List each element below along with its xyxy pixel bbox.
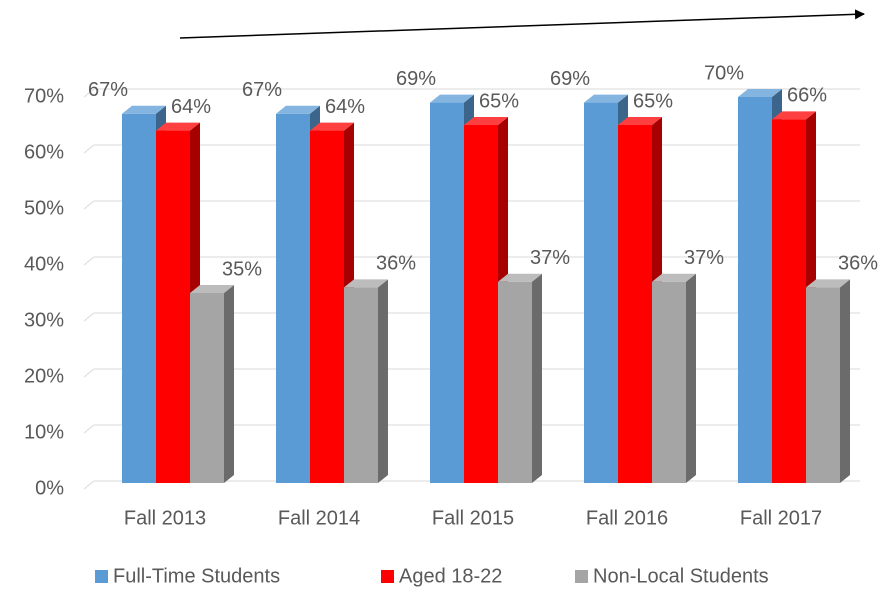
y-tick-label: 70% (24, 85, 64, 107)
bar-side (840, 279, 850, 483)
value-label: 65% (479, 90, 519, 112)
bar-front (122, 113, 156, 484)
value-label: 67% (242, 79, 282, 101)
bar-front (344, 287, 378, 483)
value-label: 64% (325, 96, 365, 118)
bar-top (122, 105, 166, 114)
legend-swatch (381, 570, 394, 583)
value-label: 67% (88, 79, 128, 101)
bar (806, 279, 850, 483)
bar-front (772, 119, 806, 484)
value-label: 37% (530, 247, 570, 269)
bar-top (498, 273, 542, 282)
legend-swatch (575, 570, 588, 583)
bar-top (156, 122, 200, 131)
value-label: 69% (550, 68, 590, 90)
bar-front (190, 293, 224, 483)
bar (498, 273, 542, 483)
bar-front (584, 102, 618, 483)
bar-front (652, 281, 686, 483)
bar-top (772, 111, 816, 120)
bar-front (310, 130, 344, 483)
bar-top (806, 279, 850, 288)
trend-arrow (179, 9, 865, 39)
bar-front (156, 130, 190, 483)
bar-front (806, 287, 840, 483)
value-label: 65% (633, 90, 673, 112)
bar-top (276, 105, 320, 114)
bar-side (378, 279, 388, 483)
bar (344, 279, 388, 483)
value-label: 70% (704, 62, 744, 84)
x-tick-label: Fall 2015 (432, 507, 514, 529)
y-tick-label: 20% (24, 365, 64, 387)
bar-front (738, 97, 772, 483)
bar-top (430, 94, 474, 103)
value-label: 36% (376, 253, 416, 275)
legend-label: Aged 18-22 (399, 565, 502, 587)
x-tick-label: Fall 2016 (586, 507, 668, 529)
value-label: 64% (171, 96, 211, 118)
bar-top (618, 117, 662, 125)
y-tick-label: 0% (35, 477, 64, 499)
value-label: 66% (787, 85, 827, 107)
bar-top (652, 273, 696, 282)
bar-top (344, 279, 388, 288)
x-tick-label: Fall 2013 (124, 507, 206, 529)
y-tick-label: 10% (24, 421, 64, 443)
legend-swatch (95, 570, 108, 583)
bar-front (430, 102, 464, 483)
bar-top (584, 94, 628, 103)
value-label: 69% (396, 68, 436, 90)
y-tick-label: 60% (24, 141, 64, 163)
bar-top (464, 117, 508, 125)
bar-side (532, 273, 542, 483)
legend-label: Non-Local Students (593, 565, 769, 587)
bar (652, 273, 696, 483)
x-tick-label: Fall 2017 (740, 507, 822, 529)
bar-side (224, 285, 234, 483)
bar-top (738, 89, 782, 97)
bar-front (276, 113, 310, 484)
value-label: 37% (684, 247, 724, 269)
value-label: 35% (222, 258, 262, 280)
bar-top (310, 122, 354, 131)
x-tick-label: Fall 2014 (278, 507, 360, 529)
grid-line (83, 88, 860, 98)
legend-label: Full-Time Students (113, 565, 280, 587)
bar-top (190, 285, 234, 293)
value-label: 36% (838, 253, 878, 275)
y-tick-label: 30% (24, 309, 64, 331)
y-tick-label: 40% (24, 253, 64, 275)
y-tick-label: 50% (24, 197, 64, 219)
bar-side (686, 273, 696, 483)
bar-front (618, 125, 652, 483)
bar-front (498, 281, 532, 483)
bar (190, 285, 234, 483)
bar-front (464, 125, 498, 483)
